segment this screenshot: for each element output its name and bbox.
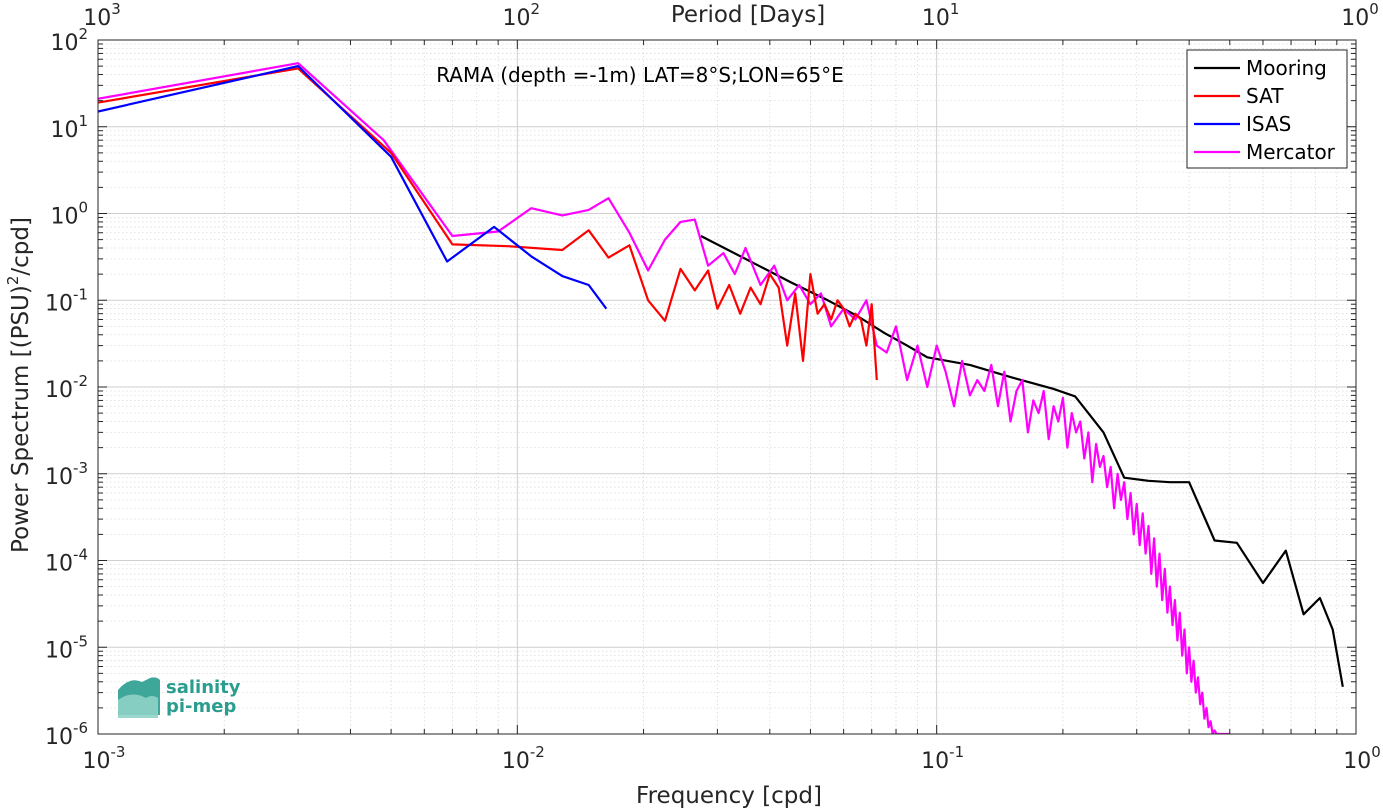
top-x-axis-label: Period [Days] — [671, 2, 825, 28]
legend-label-sat: SAT — [1246, 84, 1284, 108]
x-tick-label-exponent: -3 — [111, 743, 126, 761]
legend-label-mooring: Mooring — [1246, 56, 1327, 80]
y-tick-label: 100 — [50, 199, 88, 230]
y-tick-label: 10-2 — [45, 372, 88, 403]
y-tick-label-base: 10 — [50, 205, 78, 230]
top-tick-label-base: 10 — [83, 6, 111, 31]
legend: Mooring SAT ISAS Mercator — [1186, 49, 1348, 169]
legend-label-isas: ISAS — [1246, 112, 1291, 136]
y-tick-label-exponent: -2 — [73, 372, 88, 390]
salinity-pi-mep-logo: salinity pi-mep — [118, 677, 241, 718]
y-tick-label: 10-1 — [45, 285, 88, 316]
series-line-sat — [98, 67, 878, 381]
top-tick-label: 102 — [503, 0, 541, 31]
series-line-mercator — [98, 62, 1230, 734]
y-tick-label-exponent: -6 — [73, 719, 88, 737]
y-axis-label-unit: /cpd] — [8, 217, 34, 276]
y-tick-label-base: 10 — [45, 291, 73, 316]
y-tick-label-base: 10 — [45, 465, 73, 490]
y-axis-label-exponent: 2 — [4, 276, 22, 286]
y-tick-label-exponent: 2 — [78, 25, 88, 43]
y-tick-label: 10-5 — [45, 632, 88, 663]
tick-marks — [97, 39, 1357, 735]
logo-wave-icon-2 — [118, 694, 158, 718]
x-axis-label: Frequency [cpd] — [636, 783, 822, 809]
top-tick-label-base: 10 — [922, 6, 950, 31]
y-tick-label: 10-6 — [45, 719, 88, 750]
y-tick-label: 101 — [50, 112, 88, 143]
x-tick-label: 100 — [1343, 743, 1381, 774]
x-tick-label-exponent: 0 — [1371, 743, 1381, 761]
logo-text-pi-mep: pi-mep — [166, 696, 236, 717]
major-grid — [97, 39, 1357, 735]
y-axis-label-main: Power Spectrum [(PSU) — [8, 285, 34, 553]
y-tick-label-base: 10 — [45, 378, 73, 403]
legend-label-mercator: Mercator — [1246, 140, 1336, 164]
y-tick-label-base: 10 — [50, 31, 78, 56]
y-tick-label-exponent: -5 — [73, 632, 88, 650]
top-tick-label-exponent: 2 — [531, 0, 541, 18]
series-layer — [98, 62, 1344, 734]
top-tick-label-exponent: 1 — [950, 0, 960, 18]
y-tick-label-exponent: -4 — [73, 546, 88, 564]
logo-text-salinity: salinity — [166, 677, 241, 698]
x-tick-label-base: 10 — [502, 749, 530, 774]
y-tick-label: 10-3 — [45, 459, 88, 490]
y-tick-label: 10-4 — [45, 546, 88, 577]
y-tick-label-base: 10 — [45, 638, 73, 663]
top-tick-label-exponent: 3 — [111, 0, 121, 18]
y-tick-label-exponent: 1 — [78, 112, 88, 130]
legend-box — [1186, 49, 1348, 169]
y-tick-label-base: 10 — [50, 118, 78, 143]
y-tick-label-base: 10 — [45, 552, 73, 577]
x-tick-label: 10-2 — [502, 743, 545, 774]
y-tick-label-base: 10 — [45, 725, 73, 750]
series-line-isas — [98, 65, 608, 310]
top-tick-label: 100 — [1341, 0, 1379, 31]
x-tick-label-base: 10 — [921, 749, 949, 774]
minor-grid — [98, 40, 1356, 734]
x-tick-label-base: 10 — [83, 749, 111, 774]
top-tick-label: 103 — [83, 0, 121, 31]
x-tick-label: 10-1 — [921, 743, 964, 774]
y-tick-label-exponent: -3 — [73, 459, 88, 477]
y-tick-label-exponent: -1 — [73, 285, 88, 303]
top-tick-label-base: 10 — [1341, 6, 1369, 31]
y-tick-label: 102 — [50, 25, 88, 56]
x-tick-label-exponent: -1 — [949, 743, 964, 761]
x-tick-label: 10-3 — [83, 743, 126, 774]
x-tick-label-base: 10 — [1343, 749, 1371, 774]
y-axis-label: Power Spectrum [(PSU)2/cpd] — [4, 217, 34, 553]
y-tick-label-exponent: 0 — [78, 199, 88, 217]
chart-annotation: RAMA (depth =-1m) LAT=8°S;LON=65°E — [436, 63, 844, 87]
top-tick-label-base: 10 — [503, 6, 531, 31]
top-tick-label-exponent: 0 — [1369, 0, 1379, 18]
top-tick-label: 101 — [922, 0, 960, 31]
x-tick-label-exponent: -2 — [530, 743, 545, 761]
